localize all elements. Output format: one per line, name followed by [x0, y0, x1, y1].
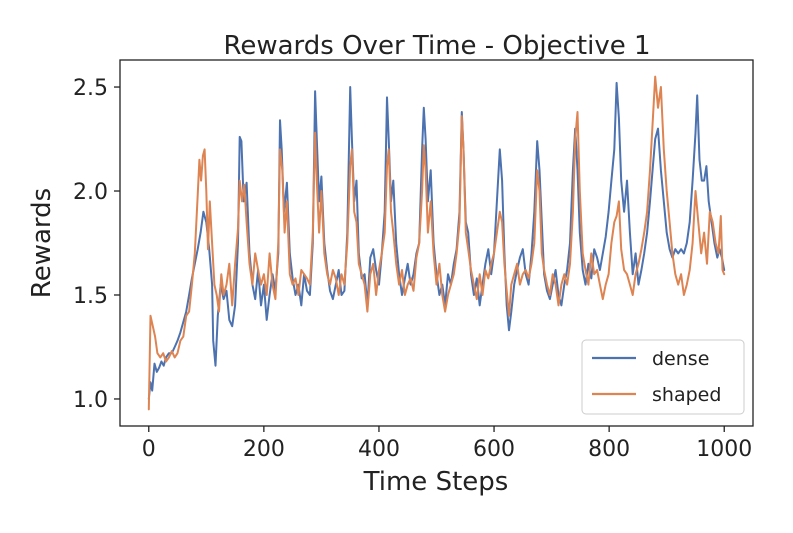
- y-axis-label: Rewards: [27, 188, 57, 298]
- y-tick-label: 2.0: [73, 180, 108, 205]
- legend-label-dense: dense: [652, 348, 709, 370]
- x-tick-label: 1000: [696, 437, 752, 462]
- series-layer: [147, 75, 726, 411]
- x-axis-ticks: 0 200 400 600 800 1000: [142, 426, 752, 462]
- x-tick-label: 0: [142, 437, 156, 462]
- legend: dense shaped: [581, 339, 745, 415]
- series-line-dense: [147, 81, 726, 400]
- y-axis-ticks: 1.0 1.5 2.0 2.5: [73, 76, 120, 413]
- x-tick-label: 800: [588, 437, 630, 462]
- x-axis-label: Time Steps: [363, 467, 509, 497]
- y-tick-label: 1.5: [73, 284, 108, 309]
- chart-title: Rewards Over Time - Objective 1: [223, 31, 650, 61]
- y-tick-label: 2.5: [73, 76, 108, 101]
- x-tick-label: 400: [358, 437, 400, 462]
- x-tick-label: 200: [243, 437, 285, 462]
- legend-label-shaped: shaped: [652, 384, 721, 406]
- x-tick-label: 600: [473, 437, 515, 462]
- y-tick-label: 1.0: [73, 388, 108, 413]
- series-line-shaped: [147, 75, 726, 411]
